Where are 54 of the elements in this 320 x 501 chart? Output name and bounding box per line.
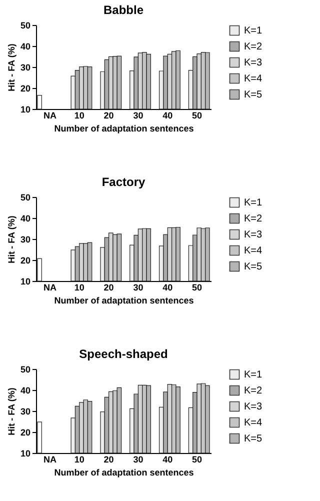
x-tick-label: NA — [43, 282, 57, 292]
x-tick-label: NA — [43, 110, 57, 120]
x-tick-label: 40 — [162, 282, 173, 292]
legend-label: K=2 — [244, 386, 263, 396]
legend-label: K=4 — [244, 418, 263, 428]
x-axis-title: Number of adaptation sentences — [54, 296, 194, 306]
x-tick-label: 50 — [192, 454, 202, 464]
legend-label: K=1 — [244, 370, 263, 380]
legend-label: K=2 — [244, 214, 263, 224]
legend-label: K=5 — [244, 262, 263, 272]
y-axis-title: Hit - FA (%) — [6, 216, 16, 264]
y-tick-label: 40 — [20, 214, 30, 224]
legend-label: K=3 — [244, 230, 263, 240]
legend-label: K=3 — [244, 402, 263, 412]
y-tick-label: 50 — [20, 192, 30, 202]
x-tick-label: 20 — [104, 110, 114, 120]
y-tick-label: 40 — [20, 42, 30, 52]
x-tick-label: 50 — [192, 110, 202, 120]
y-axis-title: Hit - FA (%) — [6, 44, 16, 92]
y-axis-title: Hit - FA (%) — [6, 388, 16, 436]
chart-title: Babble — [103, 3, 144, 17]
y-tick-label: 30 — [20, 234, 30, 244]
legend-label: K=3 — [244, 58, 263, 68]
x-tick-label: 50 — [192, 282, 202, 292]
x-tick-label: 40 — [162, 454, 173, 464]
chart-title: Factory — [102, 175, 146, 189]
legend-label: K=5 — [244, 434, 263, 444]
legend-label: K=4 — [244, 74, 263, 84]
x-tick-label: 30 — [133, 454, 144, 464]
y-tick-label: 30 — [20, 62, 30, 72]
x-tick-label: 20 — [104, 282, 114, 292]
legend-label: K=4 — [244, 246, 263, 256]
x-tick-label: 10 — [74, 282, 84, 292]
y-tick-label: 30 — [20, 406, 30, 416]
x-tick-label: 30 — [133, 110, 144, 120]
y-tick-label: 50 — [20, 364, 30, 374]
x-axis-title: Number of adaptation sentences — [54, 468, 194, 478]
y-tick-label: 40 — [20, 386, 30, 396]
x-tick-label: 30 — [133, 282, 144, 292]
x-tick-label: 40 — [162, 110, 173, 120]
x-axis-title: Number of adaptation sentences — [54, 124, 194, 134]
y-tick-label: 20 — [20, 256, 30, 266]
y-tick-label: 20 — [20, 428, 30, 438]
x-tick-label: 10 — [74, 454, 84, 464]
x-tick-label: 10 — [74, 110, 84, 120]
y-tick-label: 50 — [20, 20, 30, 30]
legend-label: K=1 — [244, 26, 263, 36]
chart-title: Speech-shaped — [79, 347, 168, 361]
x-tick-label: 20 — [104, 454, 114, 464]
legend-label: K=1 — [244, 198, 263, 208]
x-tick-label: NA — [43, 454, 57, 464]
legend-label: K=5 — [244, 90, 263, 100]
legend-label: K=2 — [244, 42, 263, 52]
y-tick-label: 20 — [20, 84, 30, 94]
